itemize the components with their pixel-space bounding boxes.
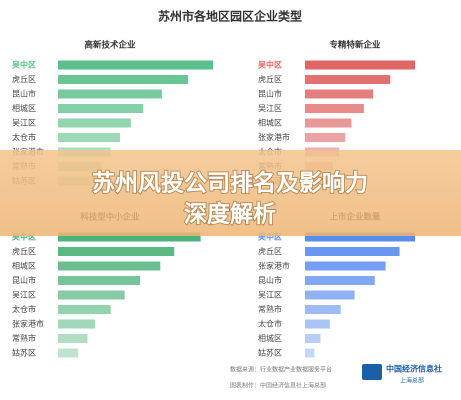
bar — [58, 232, 201, 242]
category-label: 姑苏区 — [12, 348, 36, 358]
bar — [305, 290, 355, 300]
bar — [305, 247, 400, 256]
bar — [305, 232, 416, 242]
logo-text: 中国经济信息社 — [386, 364, 442, 374]
category-label: 吴中区 — [258, 232, 282, 242]
bar — [58, 319, 96, 329]
category-label: 吴江区 — [258, 291, 282, 300]
bar — [58, 261, 161, 271]
banner-line2: 深度解析 — [184, 201, 276, 228]
panel-title: 专精特新企业 — [329, 40, 381, 51]
category-label: 相城区 — [12, 103, 36, 113]
category-label: 昆山市 — [12, 89, 36, 99]
category-label: 昆山市 — [12, 275, 36, 285]
bar — [305, 261, 386, 271]
category-label: 吴中区 — [12, 60, 36, 70]
bar — [58, 118, 131, 128]
category-label: 吴中区 — [12, 232, 36, 242]
category-label: 太仓市 — [258, 319, 282, 329]
main-title: 苏州市各地区园区企业类型 — [158, 9, 302, 24]
category-label: 太仓市 — [12, 132, 36, 142]
bar — [305, 133, 346, 142]
category-label: 吴江区 — [258, 104, 282, 113]
category-label: 太仓市 — [12, 304, 36, 314]
category-label: 虎丘区 — [258, 246, 282, 256]
bar — [58, 60, 213, 70]
category-label: 昆山市 — [258, 275, 282, 285]
bar — [58, 89, 162, 99]
bar — [305, 118, 352, 128]
bar — [58, 104, 144, 113]
bar — [58, 75, 189, 84]
footer-maker: 图表制作：中国经济信息社上海总部 — [230, 382, 326, 390]
bar — [305, 348, 315, 358]
banner-line1: 苏州风投公司排名及影响力 — [92, 170, 368, 197]
bar — [58, 348, 79, 358]
category-label: 相城区 — [258, 333, 282, 343]
bar — [305, 89, 374, 99]
bar — [305, 75, 391, 84]
category-label: 常熟市 — [258, 304, 282, 314]
category-label: 张家港市 — [258, 132, 290, 142]
category-label: 相城区 — [258, 118, 282, 128]
category-label: 吴中区 — [258, 60, 282, 70]
bar — [58, 305, 111, 314]
category-label: 姑苏区 — [258, 348, 282, 358]
bar — [58, 247, 175, 256]
bar — [58, 276, 141, 285]
logo-sub: 上海总部 — [400, 377, 424, 385]
bar — [305, 104, 364, 113]
banner-band — [0, 150, 461, 236]
category-label: 张家港市 — [12, 319, 44, 329]
bar — [305, 60, 416, 70]
category-label: 昆山市 — [258, 89, 282, 99]
category-label: 吴江区 — [12, 291, 36, 300]
logo-icon — [362, 364, 382, 380]
category-label: 虎丘区 — [258, 74, 282, 84]
bar — [305, 334, 321, 343]
category-label: 相城区 — [12, 261, 36, 271]
footer-source: 数据来源：行业数据产业数据服务平台 — [230, 366, 332, 374]
category-label: 吴江区 — [12, 119, 36, 128]
bar — [58, 334, 88, 343]
category-label: 常熟市 — [12, 333, 36, 343]
category-label: 虎丘区 — [12, 246, 36, 256]
panel-title: 高新技术企业 — [84, 40, 136, 51]
bar — [305, 276, 375, 285]
bar — [305, 305, 341, 314]
bar — [305, 319, 330, 329]
bar — [58, 290, 125, 300]
category-label: 张家港市 — [258, 261, 290, 271]
bar — [58, 133, 120, 142]
category-label: 虎丘区 — [12, 74, 36, 84]
